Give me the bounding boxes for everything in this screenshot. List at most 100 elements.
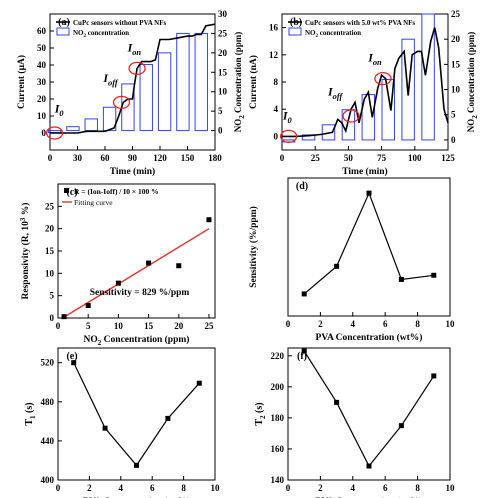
- y-tick-label: 30: [37, 77, 47, 87]
- data-point: [334, 263, 340, 269]
- x-tick-label: 5: [86, 321, 91, 331]
- panel-label-d: (d): [296, 181, 308, 192]
- no2-bar: [102, 106, 117, 132]
- x-tick-label: 15: [144, 321, 154, 331]
- annotation-ellipse: [45, 126, 64, 140]
- legend-entry: NO2 concentration: [73, 29, 129, 39]
- y2-tick-label: 5: [218, 106, 223, 116]
- x-tick-label: 30: [73, 153, 83, 163]
- x-tick-label: 4: [119, 483, 124, 493]
- data-point: [165, 415, 171, 421]
- y-tick-label: 5: [50, 291, 55, 301]
- legend-bar-swatch: [288, 27, 302, 36]
- y2-tick-label: 15: [451, 59, 461, 69]
- x-tick-label: 150: [181, 153, 195, 163]
- data-point: [431, 272, 437, 278]
- x-tick-label: 90: [128, 153, 138, 163]
- no2-bar: [176, 32, 190, 132]
- y2-tick-label: 10: [218, 87, 228, 97]
- x-tick-label: 6: [383, 483, 388, 493]
- legend-entry: Fitting curve: [74, 198, 113, 207]
- x-tick-label: 8: [415, 319, 420, 329]
- data-point: [206, 217, 212, 223]
- y2-tick-label: 20: [451, 34, 461, 44]
- no2-bar: [84, 118, 98, 132]
- y-axis-label: Current (μA): [16, 55, 27, 109]
- x-tick-label: 0: [48, 153, 53, 163]
- y-tick-label: 25: [45, 201, 55, 211]
- x-tick-label: 6: [383, 319, 388, 329]
- x-tick-label: 2: [318, 319, 323, 329]
- y2-tick-label: 10: [451, 85, 461, 95]
- series-line: [73, 362, 200, 467]
- legend-entry: CuPc sensors with 5.0 wt% PVA NFs: [305, 19, 415, 27]
- data-point: [134, 462, 139, 468]
- y-tick-label: 4: [274, 104, 279, 114]
- x-axis-label: PVA Concentration (wt%): [83, 496, 190, 498]
- plot-frame-e: [57, 347, 216, 481]
- y-tick-label: 20: [37, 94, 47, 104]
- legend-entry: R = (Ion-Ioff) / I0 × 100 %: [74, 187, 159, 196]
- no2-bar: [66, 126, 80, 132]
- y-tick-label: 200: [271, 382, 285, 392]
- y2-axis-label: NO2 Concentration (ppm): [466, 32, 479, 133]
- legend-entry: NO2 concentration: [305, 29, 361, 39]
- data-point: [115, 280, 121, 286]
- y-tick-label: 520: [41, 358, 55, 368]
- annotation-label: Ioff: [102, 71, 118, 88]
- data-point: [398, 423, 404, 429]
- y-tick-label: 140: [271, 475, 285, 485]
- data-point: [146, 260, 152, 266]
- y2-tick-label: 0: [451, 135, 456, 145]
- y-axis-label: Responsivity (R, 103 %): [19, 203, 31, 300]
- y-axis-label: T2 (s): [254, 402, 267, 425]
- data-point: [301, 348, 307, 354]
- x-axis-label: Time (min): [110, 166, 155, 177]
- y-tick-label: 10: [45, 268, 55, 278]
- y-tick-label: 0: [274, 131, 279, 141]
- y-tick-label: 0: [50, 313, 55, 323]
- x-tick-label: 75: [377, 153, 387, 163]
- legend-entry: CuPc sensors without PVA NFs: [73, 19, 166, 27]
- sensitivity-annotation: Sensitivity = 829 %/ppm: [90, 288, 190, 298]
- y2-tick-label: 0: [218, 126, 223, 136]
- annotation-label: I0: [54, 102, 65, 119]
- y-tick-label: 8: [274, 77, 279, 87]
- x-tick-label: 25: [311, 153, 321, 163]
- annotation-label: I0: [282, 108, 293, 125]
- y-tick-label: 40: [37, 60, 47, 70]
- x-tick-label: 10: [114, 321, 124, 331]
- y-tick-label: 16: [269, 23, 279, 33]
- data-point: [334, 399, 340, 405]
- y2-tick-label: 30: [218, 9, 228, 19]
- x-tick-label: 4: [351, 483, 356, 493]
- annotation-ellipse: [342, 109, 360, 123]
- x-tick-label: 0: [56, 483, 61, 493]
- x-axis-label: PVA Concentration (wt%): [316, 496, 423, 498]
- current-line: [282, 27, 449, 138]
- x-tick-label: 60: [101, 153, 111, 163]
- x-tick-label: 4: [351, 319, 356, 329]
- no2-bar: [121, 83, 135, 132]
- data-point: [196, 380, 202, 386]
- legend-marker-swatch: [64, 188, 69, 193]
- y2-tick-label: 25: [451, 9, 461, 19]
- x-tick-label: 8: [415, 483, 420, 493]
- data-point: [61, 314, 67, 320]
- data-point: [71, 360, 77, 366]
- data-point: [366, 463, 372, 469]
- annotation-ellipse: [374, 71, 392, 86]
- data-point: [102, 425, 108, 431]
- no2-bar: [421, 13, 435, 141]
- x-tick-label: 120: [153, 153, 167, 163]
- y-tick-label: 60: [37, 26, 47, 36]
- no2-bar: [401, 38, 415, 141]
- x-tick-label: 0: [286, 483, 291, 493]
- x-tick-label: 0: [56, 321, 61, 331]
- annotation-label: Ioff: [327, 85, 343, 102]
- y-tick-label: 220: [271, 351, 285, 361]
- no2-bar: [157, 52, 172, 132]
- x-tick-label: 2: [87, 483, 92, 493]
- data-point: [85, 302, 91, 308]
- annotation-label: Ion: [127, 40, 142, 57]
